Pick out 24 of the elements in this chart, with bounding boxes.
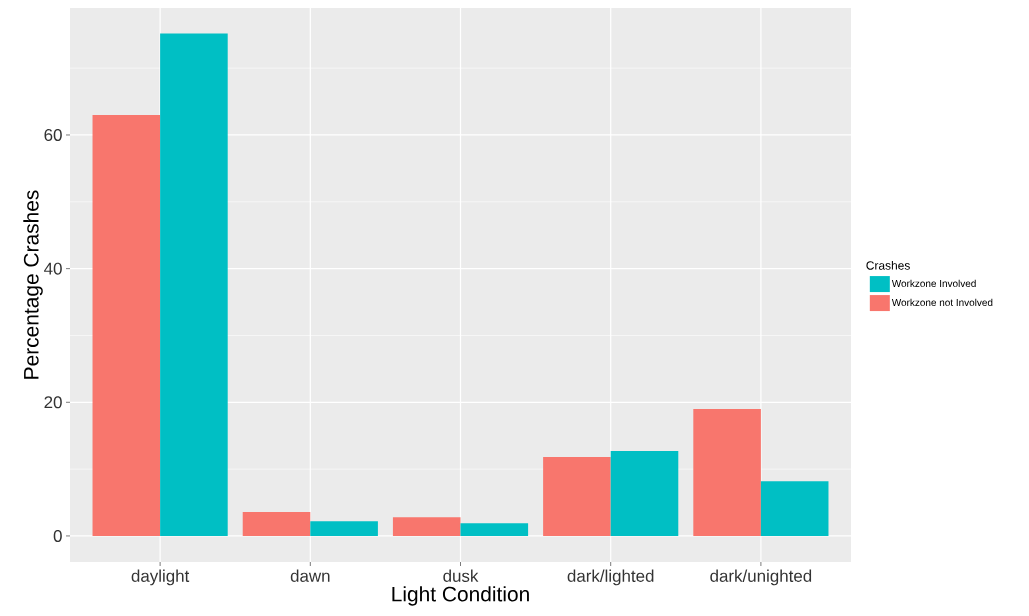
y-axis-title: Percentage Crashes [23,190,43,379]
bar [543,457,611,536]
bar [242,511,311,536]
x-tick-label: dark/lighted [567,569,654,586]
x-tick-label: dawn [290,569,330,582]
bar [310,521,378,536]
y-tick-label: 0 [53,529,62,542]
y-tick-label: 60 [44,128,62,141]
bar [610,451,679,536]
bar [460,523,529,536]
bar [392,517,461,536]
bar [693,408,761,536]
bar [160,33,228,536]
y-tick-label: 20 [44,396,62,409]
y-tick-label: 40 [44,262,62,275]
legend-label: Workzone Involved [891,279,976,288]
legend-title: Crashes [866,260,910,270]
x-axis-title: Light Condition [392,586,529,606]
x-tick-label: dusk [443,569,479,582]
bar [760,481,829,536]
x-tick-label: daylight [131,569,190,586]
bar [92,114,161,536]
legend-label: Workzone not Involved [891,298,993,307]
x-tick-label: dark/unighted [710,569,812,586]
